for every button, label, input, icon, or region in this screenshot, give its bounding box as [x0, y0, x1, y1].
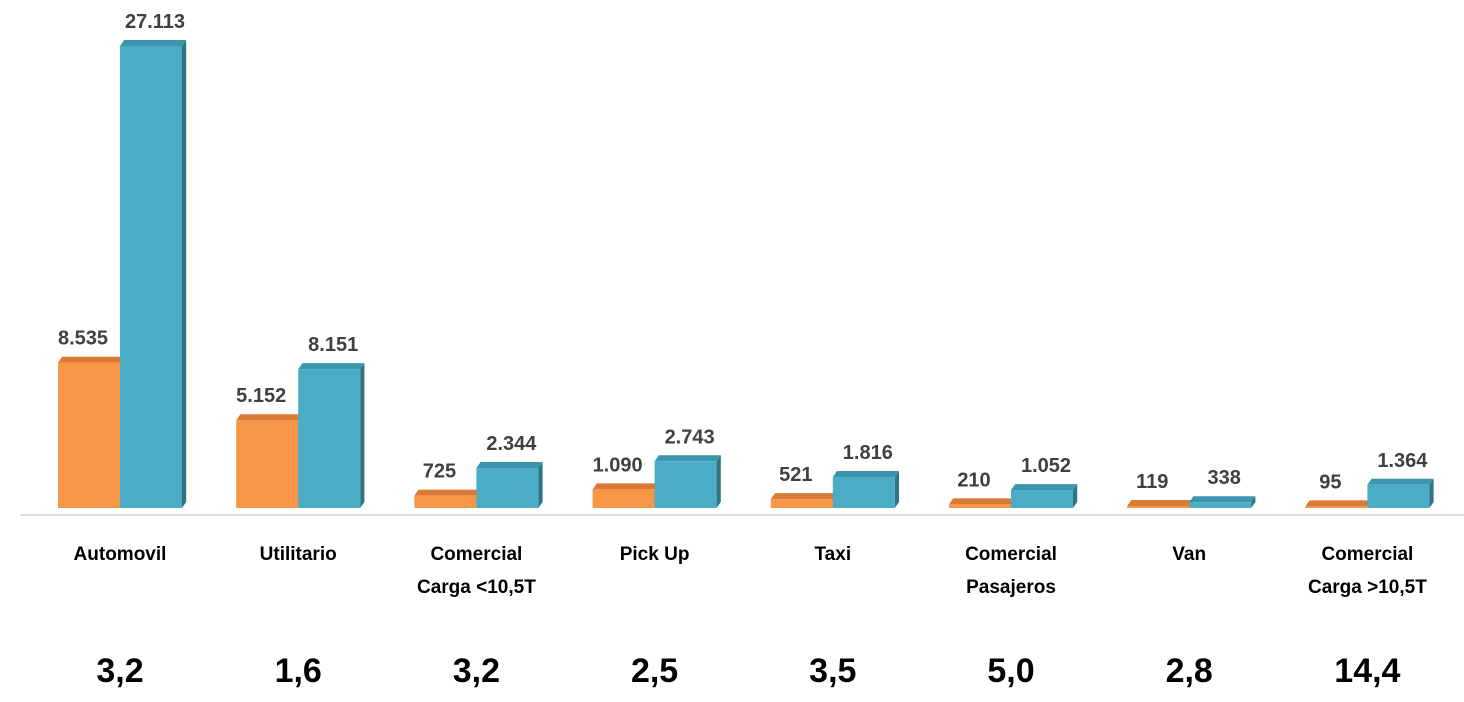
bar-side — [1073, 484, 1078, 508]
bar-side — [360, 363, 365, 508]
bar-top — [592, 483, 659, 490]
data-label: 2.344 — [486, 433, 537, 455]
bar-top — [298, 363, 365, 370]
category-label: Automovil — [74, 544, 167, 565]
ratio-value: 3,2 — [96, 652, 143, 690]
bar-top — [414, 489, 481, 496]
bar — [949, 504, 1011, 508]
bar — [1305, 506, 1368, 508]
bar — [770, 499, 833, 508]
bar-top — [949, 498, 1016, 505]
category-label: Taxi — [814, 544, 851, 565]
bar — [414, 495, 477, 508]
bar-top — [1189, 496, 1256, 503]
category-label: Comercial — [965, 544, 1057, 565]
bar-top — [1305, 500, 1372, 507]
data-label: 1.052 — [1021, 455, 1071, 477]
bar-side — [716, 455, 721, 508]
ratio-value: 14,4 — [1334, 652, 1400, 690]
bar-top — [1127, 499, 1194, 506]
bar — [120, 46, 182, 508]
data-label: 1.090 — [593, 454, 643, 476]
category-label: Comercial — [1321, 544, 1413, 565]
bar — [476, 468, 539, 508]
bar — [592, 489, 655, 508]
bar — [1189, 502, 1252, 508]
category-label: Utilitario — [260, 544, 337, 565]
data-label: 1.364 — [1377, 450, 1428, 472]
category-label: Pasajeros — [966, 577, 1056, 598]
ratio-value: 2,5 — [631, 652, 678, 690]
bar — [298, 369, 361, 508]
data-label: 1.816 — [843, 442, 893, 464]
bar — [1011, 490, 1073, 508]
data-label: 8.535 — [58, 328, 108, 350]
ratio-value: 1,6 — [275, 652, 322, 690]
bar — [236, 420, 299, 508]
bar-top — [236, 414, 303, 421]
ratio-value: 2,8 — [1166, 652, 1213, 690]
bar-top — [770, 493, 837, 500]
bar-side — [182, 40, 187, 508]
data-label: 8.151 — [308, 334, 358, 356]
ratio-value: 5,0 — [987, 652, 1034, 690]
bar-top — [1011, 484, 1078, 491]
bar-top — [476, 462, 543, 469]
data-label: 210 — [957, 469, 990, 491]
bar-top — [120, 40, 187, 46]
category-label: Comercial — [430, 544, 522, 565]
category-label: Pick Up — [620, 544, 690, 565]
ratio-value: 3,2 — [453, 652, 500, 690]
bar-top — [1367, 478, 1434, 485]
category-label: Carga <10,5T — [417, 577, 536, 598]
bar — [1367, 484, 1430, 508]
bar — [58, 362, 120, 508]
category-label: Van — [1172, 544, 1206, 565]
bar-side — [1429, 478, 1434, 508]
data-label: 725 — [423, 461, 456, 483]
data-label: 5.152 — [236, 385, 286, 407]
data-label: 338 — [1208, 467, 1241, 489]
data-label: 95 — [1319, 471, 1341, 493]
data-label: 521 — [779, 464, 812, 486]
bar — [654, 461, 717, 508]
bar — [1127, 505, 1190, 508]
data-label: 119 — [1136, 471, 1168, 493]
bar-side — [538, 462, 543, 508]
bar-side — [1251, 496, 1256, 508]
category-label: Carga >10,5T — [1308, 577, 1427, 598]
ratio-value: 3,5 — [809, 652, 856, 690]
bar — [832, 477, 895, 508]
data-label: 27.113 — [125, 11, 185, 33]
bar-top — [832, 471, 899, 478]
bar-top — [654, 455, 721, 462]
bar-side — [894, 471, 899, 508]
data-label: 2.743 — [665, 426, 715, 448]
bar-top — [58, 356, 125, 363]
